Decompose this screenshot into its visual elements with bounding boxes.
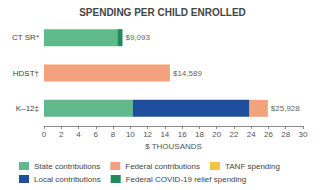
- svg-text:28: 28: [281, 130, 290, 139]
- svg-text:TANF spending: TANF spending: [225, 162, 280, 171]
- svg-text:14: 14: [160, 130, 169, 139]
- svg-text:$25,928: $25,928: [271, 104, 300, 113]
- svg-text:CT SR*: CT SR*: [12, 33, 39, 42]
- svg-text:Federal contributions: Federal contributions: [125, 162, 200, 171]
- svg-text:HDST†: HDST†: [13, 69, 39, 78]
- svg-text:6: 6: [94, 130, 99, 139]
- svg-text:24: 24: [247, 130, 256, 139]
- svg-text:18: 18: [195, 130, 204, 139]
- svg-text:0: 0: [42, 130, 47, 139]
- svg-text:State contributions: State contributions: [34, 162, 100, 171]
- svg-text:Federal COVID-19 relief spendi: Federal COVID-19 relief spending: [126, 175, 247, 184]
- svg-text:22: 22: [229, 130, 238, 139]
- svg-text:10: 10: [126, 130, 135, 139]
- svg-text:8: 8: [111, 130, 116, 139]
- svg-text:12: 12: [143, 130, 152, 139]
- svg-text:SPENDING PER CHILD ENROLLED: SPENDING PER CHILD ENROLLED: [79, 7, 246, 18]
- svg-text:$ THOUSANDS: $ THOUSANDS: [145, 142, 202, 151]
- svg-text:16: 16: [178, 130, 187, 139]
- svg-text:30: 30: [299, 130, 308, 139]
- svg-text:Local contributions: Local contributions: [34, 175, 101, 184]
- svg-text:20: 20: [212, 130, 221, 139]
- svg-text:26: 26: [264, 130, 273, 139]
- svg-text:4: 4: [76, 130, 81, 139]
- svg-text:2: 2: [59, 130, 64, 139]
- svg-text:K–12‡: K–12‡: [16, 104, 39, 113]
- svg-text:$14,589: $14,589: [173, 69, 202, 78]
- svg-text:$9,093: $9,093: [126, 33, 151, 42]
